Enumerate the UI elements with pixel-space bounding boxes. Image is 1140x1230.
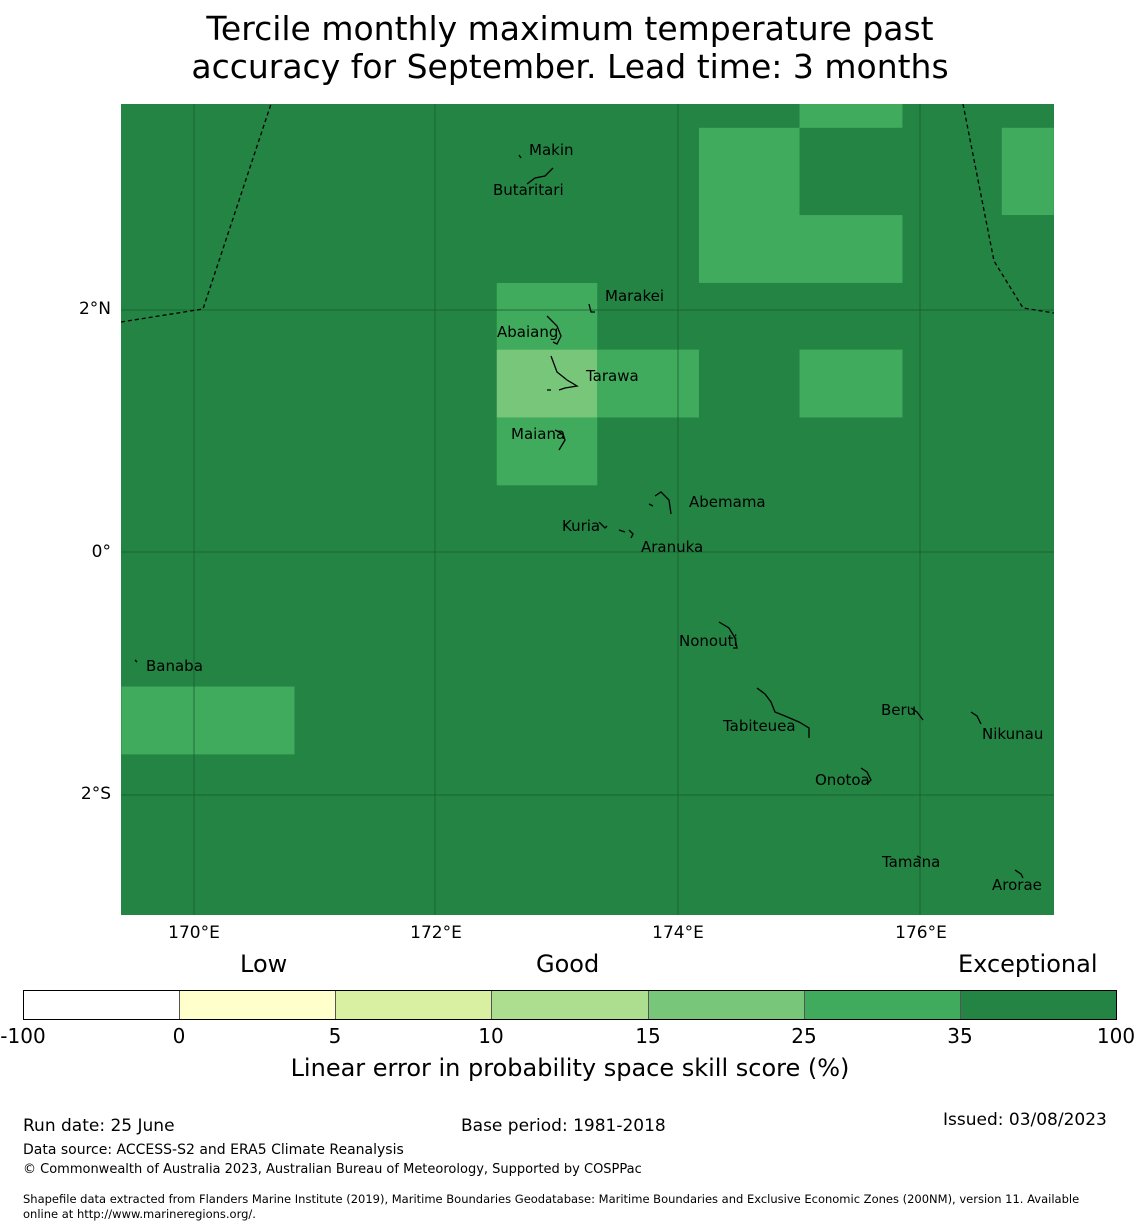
island-maiana-shape [554, 429, 566, 451]
copyright: © Commonwealth of Australia 2023, Austra… [23, 1162, 642, 1177]
gridlines [121, 104, 1054, 915]
lon-label-172e: 172°E [410, 923, 462, 943]
map-layer [121, 104, 1054, 915]
island-label-banaba: Banaba [146, 657, 203, 675]
colorbar-segment [180, 991, 337, 1019]
island-label-makin: Makin [529, 141, 574, 159]
colorbar-segment [648, 991, 805, 1019]
island-label-maiana: Maiana [511, 425, 566, 443]
island-abaiang-shape [546, 315, 562, 345]
skill-cells [121, 104, 1054, 755]
data-source: Data source: ACCESS-S2 and ERA5 Climate … [23, 1142, 404, 1158]
run-date: Run date: 25 June [23, 1116, 175, 1136]
island-abemama-shape [648, 491, 672, 515]
lon-label-176e: 176°E [895, 923, 947, 943]
shapefile-credit-line-1: Shapefile data extracted from Flanders M… [23, 1192, 1080, 1206]
issued-date: Issued: 03/08/2023 [943, 1110, 1107, 1130]
colorbar-segment [492, 991, 649, 1019]
colorbar-tick: 10 [478, 1024, 504, 1048]
island-makin-shape [518, 154, 522, 159]
island-label-marakei: Marakei [605, 287, 665, 305]
shapefile-credit-line-2: online at http://www.marineregions.org/. [23, 1207, 256, 1221]
island-outlines [134, 154, 1024, 879]
skill-cell [698, 127, 800, 283]
island-label-tamana: Tamana [882, 853, 941, 871]
skill-cell [496, 349, 598, 418]
island-kuria-shape [598, 521, 608, 529]
lon-label-170e: 170°E [168, 923, 220, 943]
island-label-nonouti: Nonouti [679, 632, 738, 650]
island-label-tarawa: Tarawa [586, 367, 639, 385]
eez-boundary-west [121, 104, 272, 323]
island-banaba-shape [134, 659, 138, 663]
island-label-abemama: Abemama [689, 493, 766, 511]
skill-cell [799, 104, 903, 128]
skill-cell [799, 349, 903, 418]
colorbar-label: Linear error in probability space skill … [290, 1054, 850, 1082]
island-label-onotoa: Onotoa [815, 771, 870, 789]
colorbar-tick: -100 [0, 1024, 46, 1048]
map-title: Tercile monthly maximum temperature past… [0, 10, 1140, 86]
island-label-tabiteuea: Tabiteuea [723, 717, 796, 735]
colorbar [23, 990, 1117, 1020]
colorbar-category-exceptional: Exceptional [958, 950, 1098, 978]
skill-cell [121, 686, 295, 755]
skill-cell [496, 417, 598, 486]
colorbar-tick: 0 [172, 1024, 186, 1048]
map-panel [121, 104, 1054, 915]
lat-label-0: 0° [91, 542, 111, 562]
base-period: Base period: 1981-2018 [461, 1116, 666, 1136]
skill-cell [597, 349, 699, 418]
eez-boundary-east [962, 104, 1054, 314]
title-line-2: accuracy for September. Lead time: 3 mon… [191, 47, 949, 86]
colorbar-segment [336, 991, 493, 1019]
eez-boundaries [121, 104, 1054, 323]
island-aranuka-shape [618, 529, 634, 539]
colorbar-segment [24, 991, 181, 1019]
island-onotoa-shape [860, 767, 872, 785]
colorbar-segment [960, 991, 1116, 1019]
island-label-beru: Beru [881, 701, 917, 719]
colorbar-tick: 35 [947, 1024, 973, 1048]
island-label-aranuka: Aranuka [641, 538, 704, 556]
island-nikunau-shape [970, 711, 982, 725]
lat-label-2n: 2°N [78, 299, 111, 319]
island-label-kuria: Kuria [562, 517, 601, 535]
colorbar-category-good: Good [536, 950, 600, 978]
colorbar-tick: 15 [635, 1024, 661, 1048]
lon-label-174e: 174°E [652, 923, 704, 943]
island-marakei-shape [588, 303, 595, 313]
colorbar-tick: 100 [1096, 1024, 1136, 1048]
island-tamana-shape [916, 855, 922, 859]
title-line-1: Tercile monthly maximum temperature past [206, 9, 934, 48]
colorbar-tick: 25 [791, 1024, 817, 1048]
island-butaritari-shape [526, 167, 554, 185]
island-beru-shape [910, 707, 924, 721]
lat-label-2s: 2°S [80, 784, 111, 804]
island-nonouti-shape [718, 621, 738, 649]
island-arorae-shape [1014, 869, 1024, 879]
colorbar-tick: 5 [328, 1024, 342, 1048]
island-label-nikunau: Nikunau [982, 725, 1044, 743]
island-label-butaritari: Butaritari [493, 181, 564, 199]
colorbar-category-low: Low [240, 950, 288, 978]
colorbar-segment [804, 991, 961, 1019]
skill-cell [799, 215, 903, 283]
skill-cell [1001, 127, 1054, 216]
island-tarawa-shape [547, 355, 579, 391]
island-label-abaiang: Abaiang [497, 323, 559, 341]
island-label-arorae: Arorae [992, 876, 1042, 894]
island-tabiteuea-shape [756, 687, 810, 738]
